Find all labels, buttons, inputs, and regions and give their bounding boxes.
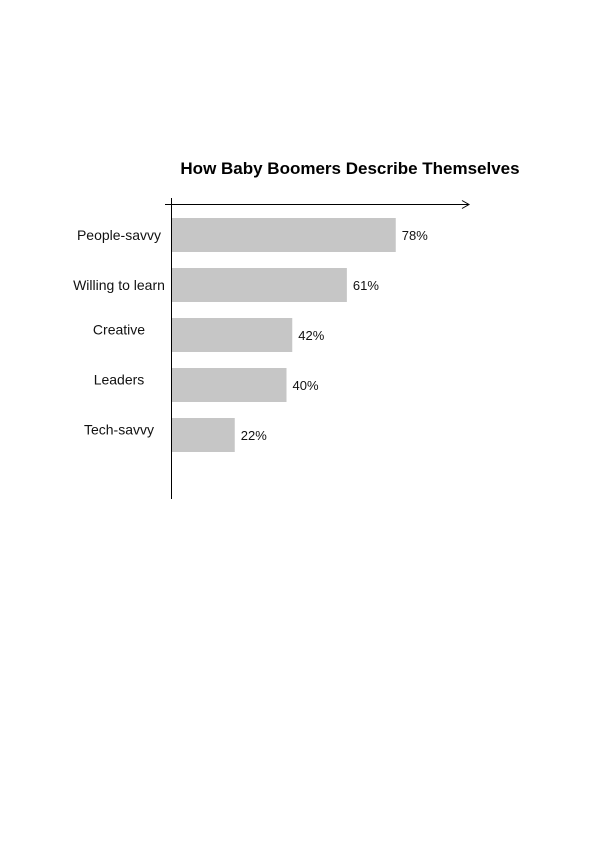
category-label: Willing to learn xyxy=(73,277,165,293)
bar-3 xyxy=(171,368,287,402)
value-label: 78% xyxy=(402,228,428,243)
x-axis-arrowhead xyxy=(461,200,471,209)
category-label: Creative xyxy=(93,322,145,338)
category-label: Leaders xyxy=(94,372,145,388)
value-label: 42% xyxy=(298,328,324,343)
bar-1 xyxy=(171,268,347,302)
bar-0 xyxy=(171,218,396,252)
category-label: People-savvy xyxy=(77,227,161,243)
value-label: 40% xyxy=(293,378,319,393)
bar-4 xyxy=(171,418,235,452)
value-label: 22% xyxy=(241,428,267,443)
bar-2 xyxy=(171,318,293,352)
category-label: Tech-savvy xyxy=(84,422,154,438)
chart-title: How Baby Boomers Describe Themselves xyxy=(180,159,519,178)
value-label: 61% xyxy=(353,278,379,293)
bars-layer: People-savvy 78% Willing to learn 61% Creati… xyxy=(73,218,428,452)
